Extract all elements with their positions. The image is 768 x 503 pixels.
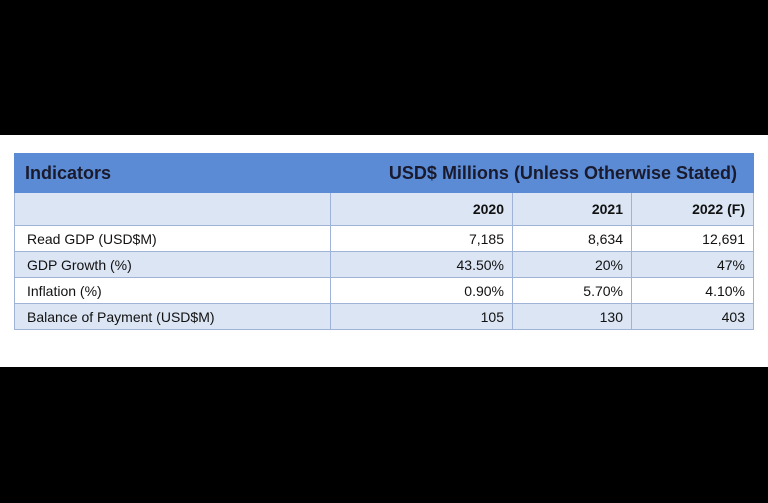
cell-value: 12,691 (631, 225, 754, 252)
letterbox-top (0, 0, 768, 135)
indicators-table: Indicators USD$ Millions (Unless Otherwi… (14, 153, 754, 330)
column-header-2020: 2020 (330, 192, 513, 226)
cell-value: 5.70% (512, 277, 632, 304)
table-image: Indicators USD$ Millions (Unless Otherwi… (0, 135, 768, 367)
table-title-indicators: Indicators (14, 153, 331, 193)
letterbox-bottom (0, 367, 768, 503)
column-header-row: 2020 2021 2022 (F) (14, 192, 754, 226)
cell-value: 130 (512, 303, 632, 330)
cell-value: 43.50% (330, 251, 513, 278)
cell-value: 0.90% (330, 277, 513, 304)
cell-value: 8,634 (512, 225, 632, 252)
row-label: Inflation (%) (14, 277, 331, 304)
row-label: GDP Growth (%) (14, 251, 331, 278)
cell-value: 105 (330, 303, 513, 330)
cell-value: 47% (631, 251, 754, 278)
cell-value: 20% (512, 251, 632, 278)
cell-value: 7,185 (330, 225, 513, 252)
cell-value: 4.10% (631, 277, 754, 304)
cell-value: 403 (631, 303, 754, 330)
column-header-label (14, 192, 331, 226)
column-header-2022: 2022 (F) (631, 192, 754, 226)
table-row: Inflation (%) 0.90% 5.70% 4.10% (14, 277, 754, 304)
table-row: GDP Growth (%) 43.50% 20% 47% (14, 251, 754, 278)
table-title-row: Indicators USD$ Millions (Unless Otherwi… (14, 153, 754, 193)
table-row: Balance of Payment (USD$M) 105 130 403 (14, 303, 754, 330)
row-label: Read GDP (USD$M) (14, 225, 331, 252)
row-label: Balance of Payment (USD$M) (14, 303, 331, 330)
table-row: Read GDP (USD$M) 7,185 8,634 12,691 (14, 225, 754, 252)
table-title-units: USD$ Millions (Unless Otherwise Stated) (330, 153, 754, 193)
column-header-2021: 2021 (512, 192, 632, 226)
